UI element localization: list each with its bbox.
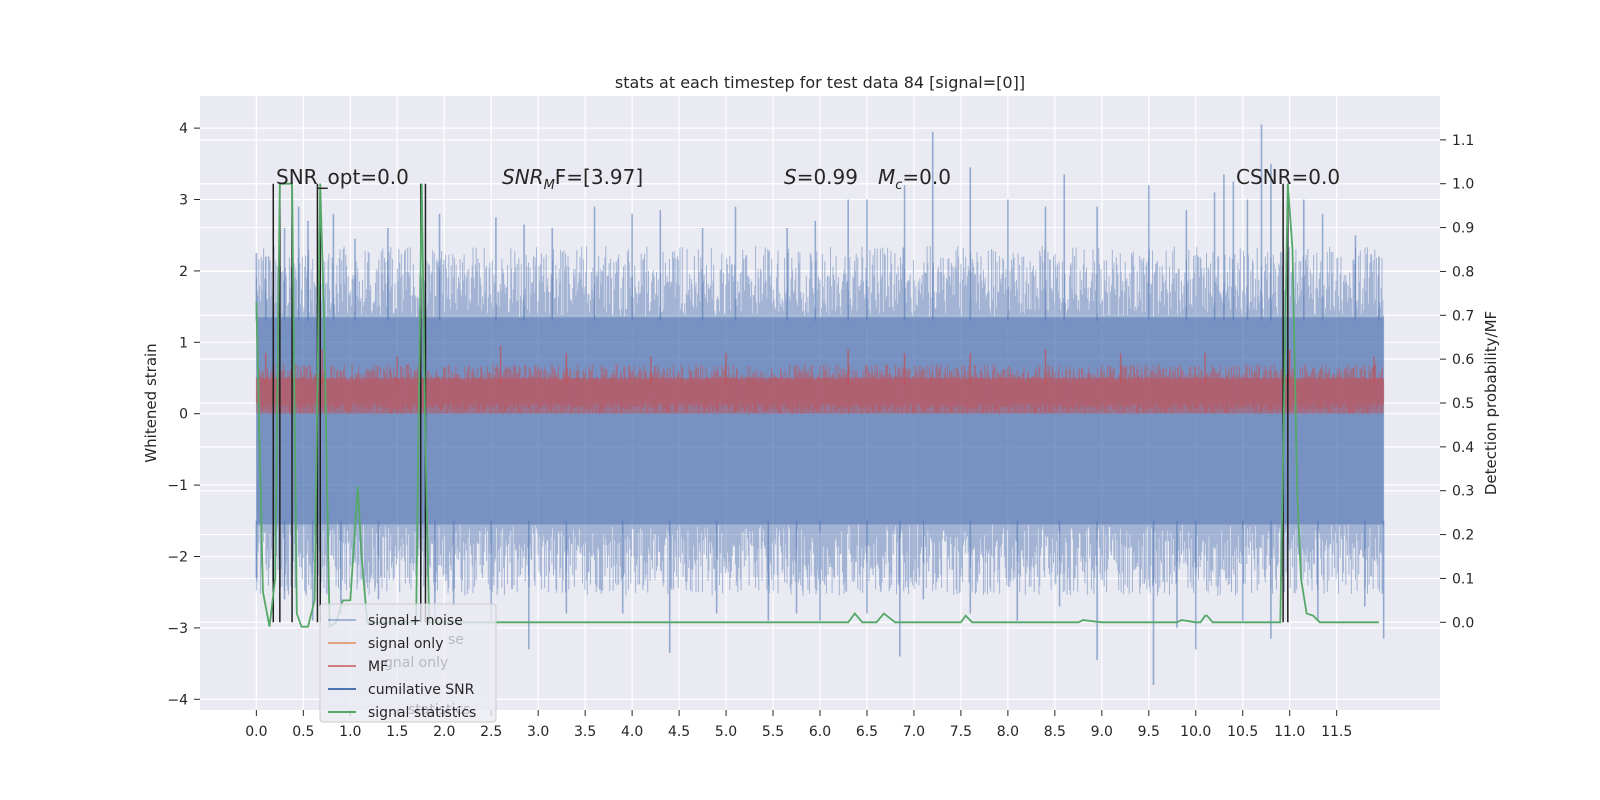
series-signal-noise (255, 124, 1385, 686)
legend-label: cumilative SNR (368, 682, 475, 698)
x-tick-label: 2.0 (433, 724, 455, 740)
signal-noise-band-core (256, 317, 1384, 525)
y-right-tick-label: 0.6 (1452, 352, 1474, 368)
x-tick-label: 0.0 (245, 724, 267, 740)
y-left-axis-ticks: 4 3 2 1 0 −1 −2 −3 −4 (167, 121, 200, 708)
annotation-mc: Mc=0.0 (878, 165, 951, 193)
x-tick-label: 3.0 (527, 724, 549, 740)
x-tick-label: 1.0 (339, 724, 361, 740)
y-left-tick-label: −4 (167, 692, 188, 708)
y-left-tick-label: 2 (179, 264, 188, 280)
x-tick-label: 0.5 (292, 724, 314, 740)
mf-trace (255, 363, 1385, 414)
y-right-tick-label: 0.2 (1452, 528, 1474, 544)
legend: se gnal only statistics signal+ noisesig… (319, 603, 497, 723)
y-right-tick-label: 0.1 (1452, 571, 1474, 587)
y-right-tick-label: 0.0 (1452, 615, 1474, 631)
x-tick-label: 5.5 (762, 724, 784, 740)
x-tick-label: 10.5 (1227, 724, 1258, 740)
x-tick-label: 11.0 (1274, 724, 1305, 740)
x-tick-label: 9.0 (1091, 724, 1113, 740)
y-right-axis-ticks: 1.1 1.0 0.9 0.8 0.7 0.6 0.5 0.4 0.3 0.2 0.1 0.0 (1440, 133, 1474, 631)
x-tick-label: 5.0 (715, 724, 737, 740)
y-right-tick-label: 1.0 (1452, 177, 1474, 193)
x-tick-label: 6.0 (809, 724, 831, 740)
x-tick-label: 6.5 (856, 724, 878, 740)
y-right-tick-label: 0.9 (1452, 221, 1474, 237)
x-tick-label: 2.5 (480, 724, 502, 740)
y-right-axis-label: Detection probability/MF (1482, 311, 1500, 495)
legend-ghost-label-1: se (448, 632, 464, 648)
legend-label: signal+ noise (368, 613, 463, 629)
annotation-snr-mf-sub: M (544, 178, 555, 193)
series-signal-statistics (255, 182, 1379, 629)
y-left-tick-label: −1 (167, 478, 188, 494)
annotation-s-var: S (784, 165, 797, 189)
x-tick-label: 4.0 (621, 724, 643, 740)
y-right-tick-label: 0.7 (1452, 308, 1474, 324)
legend-box (319, 603, 497, 723)
annotation-mc-sub: c (895, 178, 902, 193)
y-right-tick-label: 1.1 (1452, 133, 1474, 149)
annotation-snr-mf: SNRMF=[3.97] (502, 165, 643, 193)
annotation-s-value: =0.99 (797, 165, 858, 189)
x-tick-label: 8.0 (997, 724, 1019, 740)
annotation-snr-mf-rest: F=[3.97] (555, 165, 643, 189)
legend-entries: signal+ noise signal only MF cumilative SNR… (328, 613, 476, 721)
x-tick-label: 3.5 (574, 724, 596, 740)
x-tick-label: 7.0 (903, 724, 925, 740)
y-left-tick-label: 4 (179, 121, 188, 137)
annotation-snr-mf-main: SNR (502, 165, 544, 189)
y-right-tick-label: 0.3 (1452, 484, 1474, 500)
y-left-axis-label: Whitened strain (142, 343, 160, 462)
annotation-s: S=0.99 (784, 165, 858, 189)
legend-ghost-label-3: statistics (408, 702, 470, 718)
y-left-tick-label: 0 (179, 407, 188, 423)
legend-label: signal statistics (368, 705, 476, 721)
x-tick-label: 8.5 (1044, 724, 1066, 740)
x-axis-ticks: 0.0 0.5 1.0 1.5 2.0 2.5 3.0 3.5 4.0 4.5 5.0 5.5 6.0 6… (245, 710, 1352, 740)
legend-label: MF (368, 659, 388, 675)
y-right-tick-label: 0.8 (1452, 264, 1474, 280)
x-tick-label: 9.5 (1138, 724, 1160, 740)
signal-statistics-line (255, 182, 1379, 629)
legend-ghost-label-2: gnal only (384, 655, 448, 671)
x-tick-label: 4.5 (668, 724, 690, 740)
y-left-tick-label: −2 (167, 550, 188, 566)
annotation-mc-value: =0.0 (902, 165, 951, 189)
y-left-tick-label: 1 (179, 335, 188, 351)
y-left-tick-label: 3 (179, 193, 188, 209)
y-left-tick-label: −3 (167, 621, 188, 637)
y-right-tick-label: 0.4 (1452, 440, 1474, 456)
annotation-csnr: CSNR=0.0 (1236, 165, 1340, 189)
legend-label: signal only (368, 636, 443, 652)
x-tick-label: 10.0 (1180, 724, 1211, 740)
annotation-mc-var: M (878, 165, 895, 189)
annotation-snr-opt: SNR_opt=0.0 (276, 165, 409, 189)
chart-title: stats at each timestep for test data 84 … (615, 73, 1025, 92)
y-right-tick-label: 0.5 (1452, 396, 1474, 412)
x-tick-label: 11.5 (1321, 724, 1352, 740)
x-tick-label: 1.5 (386, 724, 408, 740)
series-mf (255, 345, 1385, 414)
x-tick-label: 7.5 (950, 724, 972, 740)
